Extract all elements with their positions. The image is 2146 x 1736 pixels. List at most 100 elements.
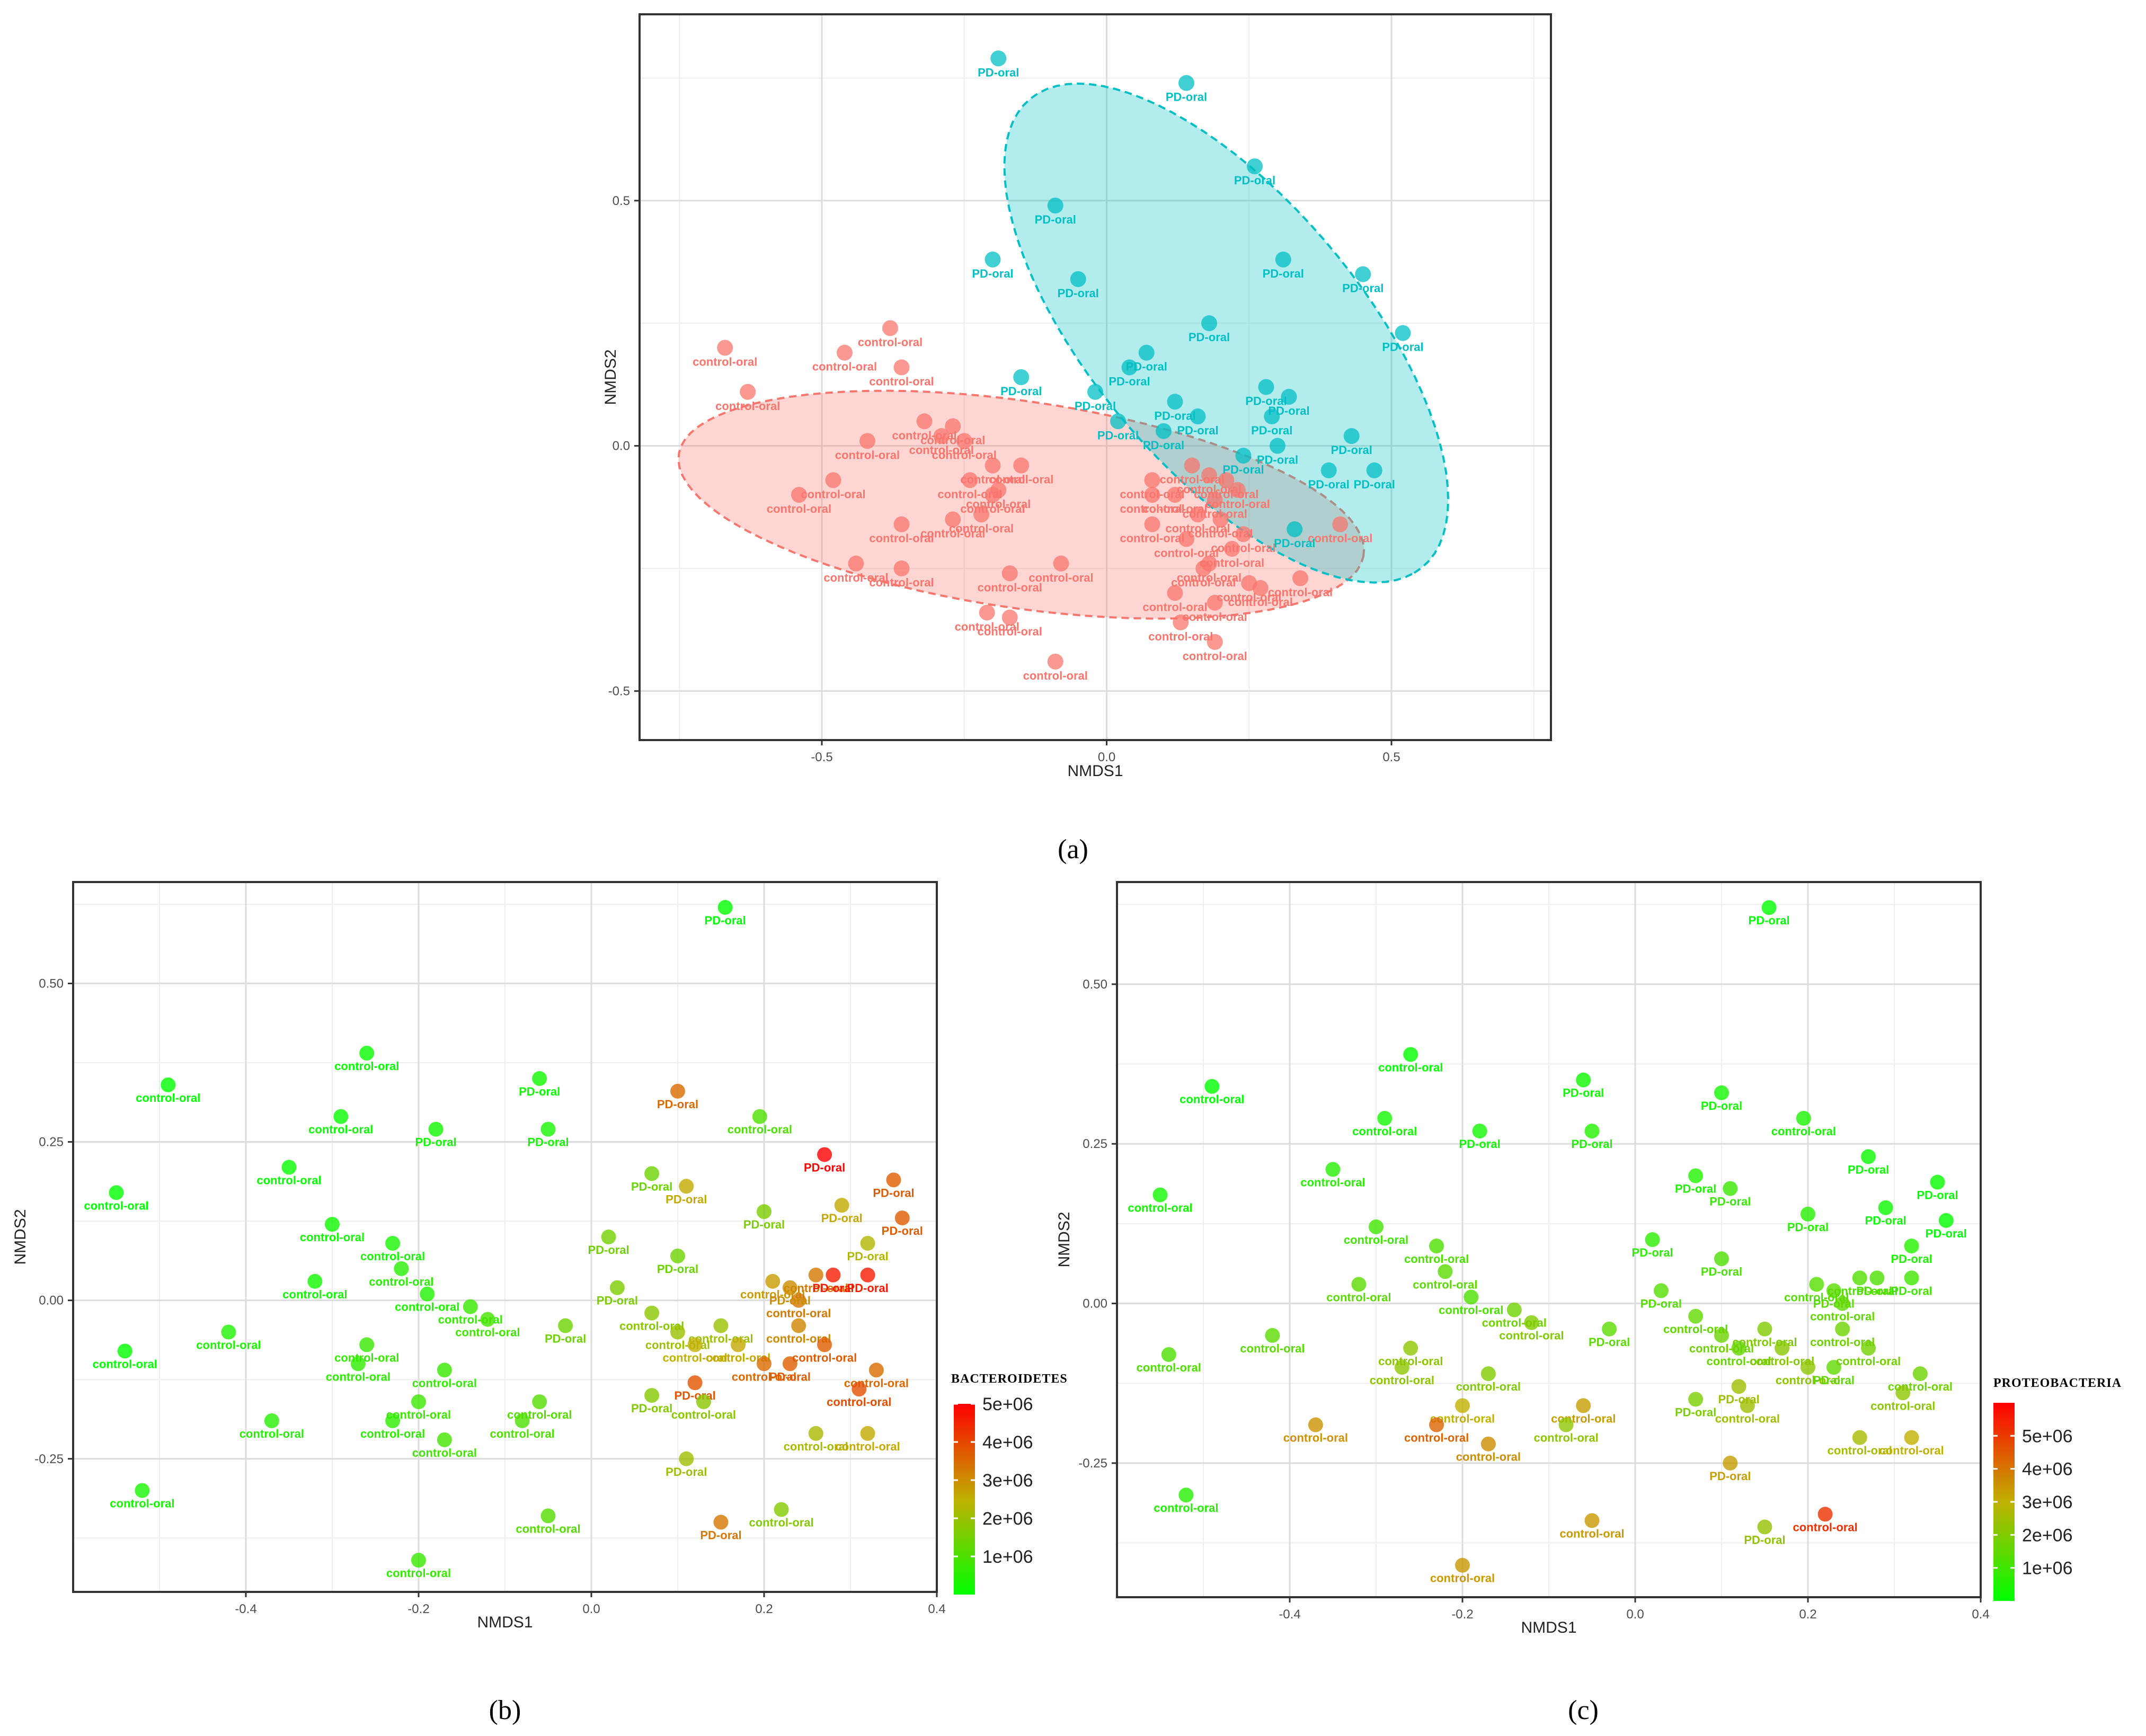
data-point-PD-oral xyxy=(985,251,1001,268)
point-label: control-oral xyxy=(1300,1176,1365,1189)
point-label: control-oral xyxy=(334,1351,399,1364)
data-point xyxy=(713,1318,729,1333)
data-point-control-oral xyxy=(985,487,1001,503)
data-point-PD-oral xyxy=(1235,448,1252,464)
c-y-tick-label: 0.25 xyxy=(1083,1137,1107,1151)
data-point-PD-oral xyxy=(1178,75,1194,91)
point-label: PD-oral xyxy=(1571,1137,1612,1151)
data-point xyxy=(428,1121,444,1137)
data-point xyxy=(644,1305,660,1321)
panel-c-ylabel: NMDS2 xyxy=(1056,1212,1073,1267)
data-point-control-oral xyxy=(1144,516,1160,532)
c-colorbar-tick-label: 1e+06 xyxy=(2022,1559,2073,1579)
data-point-control-oral xyxy=(1218,472,1235,488)
b-colorbar xyxy=(954,1404,975,1595)
data-point-control-oral xyxy=(893,560,910,577)
c-y-tick-label: 0.50 xyxy=(1083,977,1107,992)
data-point-PD-oral xyxy=(1258,379,1274,395)
panel-a-xlabel: NMDS1 xyxy=(1067,762,1123,780)
point-label: PD-oral xyxy=(597,1294,638,1307)
data-point xyxy=(161,1077,176,1092)
data-point xyxy=(1464,1289,1479,1305)
point-label-PD-oral: PD-oral xyxy=(1154,409,1195,422)
data-point xyxy=(532,1071,547,1086)
data-point xyxy=(1688,1392,1704,1407)
point-label: PD-oral xyxy=(657,1098,698,1111)
point-label: control-oral xyxy=(110,1497,174,1510)
point-label-PD-oral: PD-oral xyxy=(1143,439,1184,452)
data-point-control-oral xyxy=(1047,653,1063,670)
data-point xyxy=(886,1172,901,1188)
point-label-control-oral: control-oral xyxy=(869,532,934,545)
point-label: PD-oral xyxy=(1709,1195,1751,1208)
data-point-PD-oral xyxy=(1395,325,1411,341)
point-label-control-oral: control-oral xyxy=(1211,541,1275,555)
data-point-control-oral xyxy=(1207,492,1223,508)
point-label-control-oral: control-oral xyxy=(1028,571,1093,584)
point-label-control-oral: control-oral xyxy=(960,502,1025,515)
data-point-control-oral xyxy=(945,511,961,528)
data-point xyxy=(1403,1340,1418,1356)
point-label: PD-oral xyxy=(527,1136,569,1149)
data-point-control-oral xyxy=(1184,457,1200,474)
point-label-control-oral: control-oral xyxy=(1023,669,1088,682)
data-point xyxy=(480,1312,495,1327)
data-point xyxy=(1480,1436,1496,1452)
data-point xyxy=(1835,1296,1850,1311)
data-point-control-oral xyxy=(985,457,1001,474)
panel-c-legend: PROTEOBACTERIA 1e+06 2e+06 3e+06 4e+06 5e+06 xyxy=(1993,1376,2121,1601)
data-point-control-oral xyxy=(740,384,756,400)
point-label-PD-oral: PD-oral xyxy=(1251,424,1292,437)
data-point-PD-oral xyxy=(1275,251,1291,268)
data-point xyxy=(1369,1219,1384,1234)
point-label-PD-oral: PD-oral xyxy=(1245,395,1287,408)
point-label: PD-oral xyxy=(1701,1265,1742,1278)
data-point-control-oral xyxy=(825,472,841,488)
point-label-control-oral: control-oral xyxy=(978,581,1042,594)
b-colorbar-tick-label: 2e+06 xyxy=(982,1509,1033,1529)
b-y-tick-label: -0.25 xyxy=(34,1452,64,1466)
data-point xyxy=(1852,1270,1867,1286)
point-label: control-oral xyxy=(240,1427,304,1440)
data-point xyxy=(1204,1079,1220,1094)
point-label-PD-oral: PD-oral xyxy=(978,66,1019,79)
data-point xyxy=(325,1217,340,1232)
data-point xyxy=(359,1337,375,1352)
data-point xyxy=(1801,1360,1815,1375)
data-point xyxy=(333,1109,349,1124)
data-point xyxy=(1895,1385,1911,1401)
data-point xyxy=(670,1248,685,1263)
data-point xyxy=(1438,1264,1453,1279)
panel-c-letter: (c) xyxy=(1568,1695,1599,1725)
data-point xyxy=(791,1293,806,1308)
data-point xyxy=(860,1235,875,1251)
data-point xyxy=(817,1337,832,1352)
b-x-tick-label: 0.0 xyxy=(582,1602,600,1616)
data-point-control-oral xyxy=(1229,482,1246,498)
data-point-PD-oral xyxy=(1270,438,1285,454)
c-colorbar-tick-label: 5e+06 xyxy=(2022,1426,2073,1446)
point-label: control-oral xyxy=(1810,1310,1875,1323)
data-point xyxy=(463,1299,478,1314)
data-point xyxy=(1817,1507,1833,1522)
b-colorbar-tick-label: 1e+06 xyxy=(982,1547,1033,1567)
data-point xyxy=(696,1394,711,1410)
point-label-PD-oral: PD-oral xyxy=(1331,443,1372,457)
data-point xyxy=(1429,1239,1444,1254)
data-point xyxy=(540,1508,556,1524)
point-label: control-oral xyxy=(1370,1374,1434,1387)
point-label: PD-oral xyxy=(657,1262,698,1276)
point-label: control-oral xyxy=(196,1338,261,1351)
point-label: control-oral xyxy=(360,1427,425,1440)
point-label: PD-oral xyxy=(666,1192,707,1206)
panel-a-grid xyxy=(640,14,1551,740)
point-label: control-oral xyxy=(662,1351,727,1364)
point-label-control-oral: control-oral xyxy=(1217,591,1281,604)
point-label-PD-oral: PD-oral xyxy=(1274,537,1315,550)
c-x-tick-label: -0.4 xyxy=(1279,1607,1300,1622)
point-label: control-oral xyxy=(1771,1125,1836,1138)
point-label-PD-oral: PD-oral xyxy=(1263,267,1304,280)
point-label: PD-oral xyxy=(519,1085,560,1098)
panel-b-ylabel: NMDS2 xyxy=(12,1209,29,1265)
point-label: control-oral xyxy=(1137,1361,1201,1374)
